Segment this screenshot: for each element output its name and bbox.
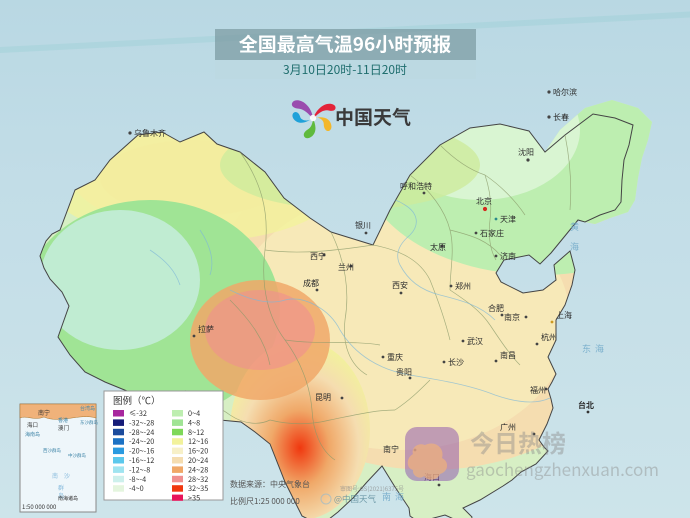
svg-text:拉萨: 拉萨: [198, 324, 214, 335]
svg-text:@中国天气: @中国天气: [334, 493, 377, 505]
svg-text:3月10日20时-11日20时: 3月10日20时-11日20时: [283, 61, 407, 78]
svg-text:西安: 西安: [392, 280, 408, 291]
svg-text:台湾岛: 台湾岛: [80, 405, 95, 412]
svg-text:济南: 济南: [500, 251, 516, 262]
svg-text:海口: 海口: [27, 421, 38, 429]
svg-text:哈尔滨: 哈尔滨: [553, 87, 577, 98]
svg-text:乌鲁木齐: 乌鲁木齐: [134, 128, 166, 139]
svg-text:数据来源：中央气象台: 数据来源：中央气象台: [230, 479, 310, 490]
svg-text:台北: 台北: [578, 400, 594, 411]
svg-text:东沙群岛: 东沙群岛: [80, 419, 98, 426]
svg-text:-4~0: -4~0: [129, 484, 144, 494]
svg-text:西沙群岛: 西沙群岛: [43, 447, 61, 454]
svg-text:澳门: 澳门: [58, 424, 69, 432]
svg-text:黄: 黄: [570, 220, 579, 233]
svg-text:郑州: 郑州: [455, 281, 471, 292]
svg-text:南宁: 南宁: [383, 444, 399, 455]
svg-text:>35: >35: [188, 493, 200, 503]
svg-text:福州: 福州: [530, 385, 546, 396]
svg-text:天津: 天津: [500, 214, 516, 225]
svg-text:全国最高气温96小时预报: 全国最高气温96小时预报: [239, 30, 451, 57]
svg-text:兰州: 兰州: [338, 262, 354, 273]
svg-text:武汉: 武汉: [467, 336, 483, 347]
svg-text:杭州: 杭州: [541, 332, 557, 343]
svg-text:南京: 南京: [504, 312, 520, 323]
svg-text:北京: 北京: [476, 196, 492, 207]
svg-text:1:50 000 000: 1:50 000 000: [22, 502, 57, 511]
svg-text:香港: 香港: [58, 417, 68, 424]
svg-text:今日热榜: 今日热榜: [470, 424, 566, 459]
svg-text:比例尺1:25 000 000: 比例尺1:25 000 000: [230, 496, 300, 507]
svg-text:银川: 银川: [355, 220, 371, 231]
svg-text:呼和浩特: 呼和浩特: [400, 181, 432, 192]
svg-text:长沙: 长沙: [448, 357, 464, 368]
svg-text:南海诸岛: 南海诸岛: [58, 495, 78, 502]
svg-text:成都: 成都: [303, 278, 319, 289]
svg-text:贵阳: 贵阳: [396, 367, 412, 378]
svg-text:上海: 上海: [556, 310, 572, 321]
svg-text:南昌: 南昌: [500, 350, 516, 361]
svg-text:石家庄: 石家庄: [480, 228, 504, 239]
svg-text:南海: 南海: [382, 490, 408, 503]
svg-text:gaochengzhenxuan.com: gaochengzhenxuan.com: [466, 456, 659, 481]
svg-text:沈阳: 沈阳: [518, 147, 534, 158]
svg-text:中国天气: 中国天气: [335, 103, 411, 130]
svg-text:图例（℃）: 图例（℃）: [113, 393, 161, 407]
svg-text:南宁: 南宁: [38, 408, 50, 417]
svg-text:东海: 东海: [582, 342, 608, 355]
svg-text:合肥: 合肥: [488, 303, 504, 314]
svg-text:长春: 长春: [553, 112, 569, 123]
svg-text:南 沙: 南 沙: [52, 471, 70, 480]
svg-text:昆明: 昆明: [315, 392, 331, 403]
svg-text:西宁: 西宁: [310, 251, 326, 262]
svg-text:重庆: 重庆: [387, 352, 403, 363]
svg-text:太原: 太原: [430, 242, 446, 253]
svg-text:中沙群岛: 中沙群岛: [68, 452, 86, 459]
svg-text:海: 海: [570, 240, 579, 253]
svg-text:海南岛: 海南岛: [25, 431, 40, 438]
